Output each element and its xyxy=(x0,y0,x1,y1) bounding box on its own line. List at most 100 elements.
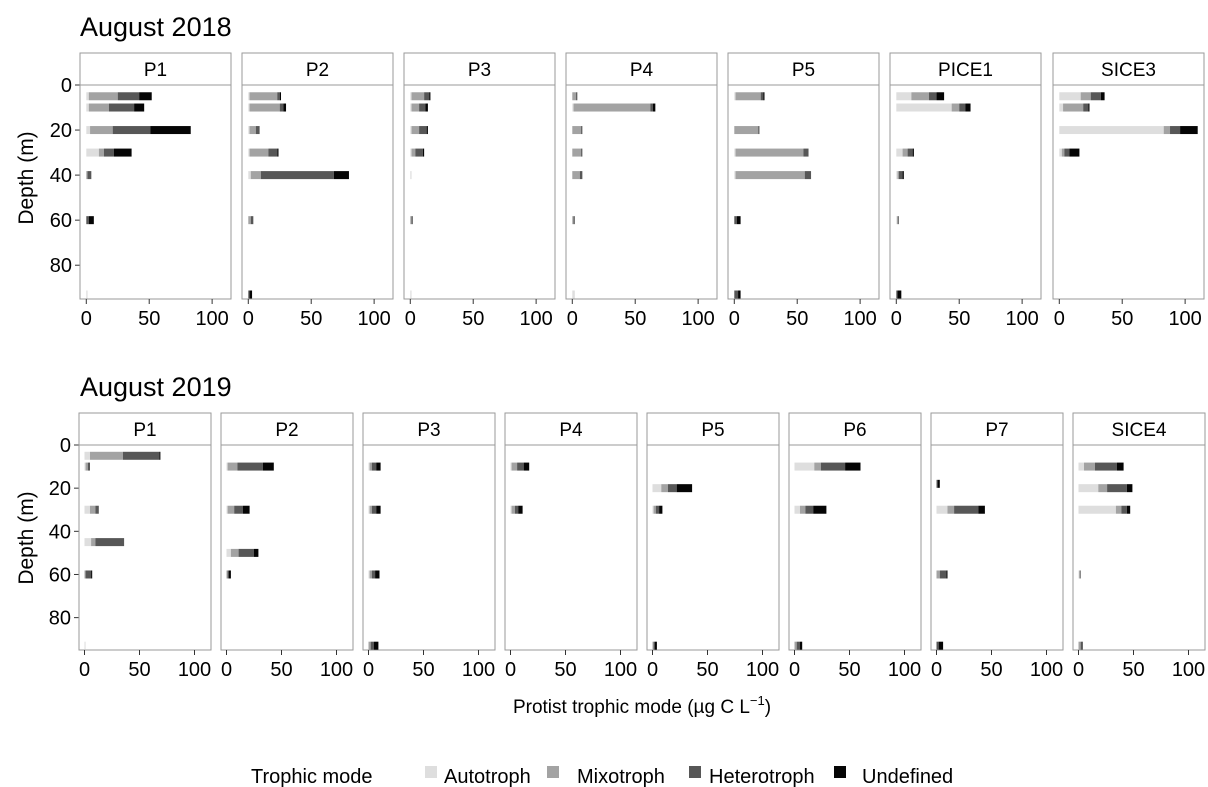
plot-frame xyxy=(788,444,922,651)
facet-strip-label: P6 xyxy=(843,420,866,441)
x-tick-label: 100 xyxy=(1005,308,1038,330)
plot-frame xyxy=(79,84,232,300)
bar-segment-mixotroph xyxy=(800,505,806,514)
bar-segment-autotroph xyxy=(84,451,90,460)
bar-segment-autotroph xyxy=(84,462,86,471)
bar-segment-autotroph xyxy=(734,171,736,180)
x-tick-label: 50 xyxy=(1111,308,1133,330)
facet-strip-label: P5 xyxy=(701,420,724,441)
bar-segment-autotroph xyxy=(1078,505,1116,514)
bar-segment-heterotroph xyxy=(419,126,427,135)
x-tick-label: 100 xyxy=(519,308,552,330)
bar-segment-autotroph xyxy=(1059,92,1081,101)
bar-segment-autotroph xyxy=(1078,570,1080,579)
bar-segment-autotroph xyxy=(248,171,251,180)
bar-segment-heterotroph xyxy=(907,148,913,157)
bar-segment-mixotroph xyxy=(226,570,228,579)
x-tick-label: 0 xyxy=(81,308,92,330)
bar-segment-undefined xyxy=(897,290,902,299)
bar-segment-undefined xyxy=(422,148,425,157)
facet-strip-label: P7 xyxy=(985,420,1008,441)
bar-segment-mixotroph xyxy=(411,92,425,101)
bar-segment-undefined xyxy=(813,505,827,514)
bar-segment-mixotroph xyxy=(794,641,797,650)
bar-segment-autotroph xyxy=(794,462,815,471)
facet-strip-label: P2 xyxy=(275,420,298,441)
x-axis-label-close: ) xyxy=(765,697,771,718)
bar-segment-heterotroph xyxy=(371,462,377,471)
bar-segment-mixotroph xyxy=(88,103,109,112)
bar-segment-undefined xyxy=(139,92,152,101)
bar-segment-heterotroph xyxy=(250,216,254,225)
bar-segment-mixotroph xyxy=(249,126,256,135)
bar-segment-undefined xyxy=(738,290,741,299)
x-tick-label: 100 xyxy=(681,308,714,330)
bar-segment-undefined xyxy=(425,103,428,112)
bar-segment-heterotroph xyxy=(579,171,583,180)
y-tick-label: 60 xyxy=(49,564,71,586)
bar-segment-autotroph xyxy=(410,148,412,157)
facet-panel-p4: P4 0 50 100 xyxy=(504,412,638,681)
x-tick-label: 100 xyxy=(178,659,211,681)
facet-panel-p5: P5 0 50 100 xyxy=(646,412,780,681)
bar-segment-undefined xyxy=(936,92,945,101)
bar-segment-undefined xyxy=(937,479,940,488)
bar-segment-autotroph xyxy=(794,505,800,514)
bar-segment-autotroph xyxy=(572,290,575,299)
bar-segment-heterotroph xyxy=(95,538,125,547)
bar-segment-mixotroph xyxy=(410,216,412,225)
bar-segment-heterotroph xyxy=(234,505,243,514)
bar-segment-autotroph xyxy=(368,505,370,514)
bar-segment-undefined xyxy=(426,126,428,135)
bar-segment-autotroph xyxy=(410,92,412,101)
facet-panel-sice4: SICE4 0 50 100 xyxy=(1072,412,1206,681)
bar-segment-mixotroph xyxy=(1084,462,1095,471)
y-tick-label: 80 xyxy=(49,608,71,630)
bar-segment-heterotroph xyxy=(760,92,764,101)
legend-title: Trophic mode xyxy=(251,766,373,787)
bar-segment-mixotroph xyxy=(411,126,420,135)
bar-segment-mixotroph xyxy=(902,148,908,157)
bar-segment-heterotroph xyxy=(103,148,114,157)
legend-swatch-undefined xyxy=(834,766,846,778)
x-tick-label: 50 xyxy=(838,659,860,681)
bar-segment-undefined xyxy=(1126,505,1131,514)
x-axis-label-text: Protist trophic mode xyxy=(513,697,682,718)
facet-strip-label: P4 xyxy=(559,420,583,441)
x-tick-label: 50 xyxy=(270,659,292,681)
bar-segment-heterotroph xyxy=(758,126,760,135)
x-tick-label: 100 xyxy=(357,308,390,330)
bar-segment-heterotroph xyxy=(514,505,519,514)
facet-strip xyxy=(220,412,354,446)
row-august-2018: 0 20 40 60 80 P1 0 50 100 P2 0 50 100 P3 0 50 100 P4 0 50 10… xyxy=(50,52,1205,330)
bar-segment-heterotroph xyxy=(277,92,280,101)
bar-segment-heterotroph xyxy=(805,505,814,514)
bar-segment-heterotroph xyxy=(573,216,575,225)
x-tick-label: 100 xyxy=(843,308,876,330)
bar-segment-mixotroph xyxy=(250,171,261,180)
x-tick-label: 50 xyxy=(554,659,576,681)
bar-segment-heterotroph xyxy=(954,505,979,514)
plot-frame xyxy=(889,84,1042,300)
bar-segment-autotroph xyxy=(84,505,90,514)
bar-segment-autotroph xyxy=(896,171,898,180)
bar-segment-heterotroph xyxy=(415,148,423,157)
bar-segment-heterotroph xyxy=(411,216,413,225)
bar-segment-heterotroph xyxy=(667,484,677,493)
bar-segment-mixotroph xyxy=(572,92,577,101)
x-axis-label-exponent: −1 xyxy=(750,693,765,708)
bar-segment-undefined xyxy=(965,103,971,112)
bar-segment-heterotroph xyxy=(260,171,334,180)
x-tick-label: 100 xyxy=(746,659,779,681)
bar-segment-heterotroph xyxy=(1064,148,1070,157)
bar-segment-heterotroph xyxy=(653,641,655,650)
bar-segment-heterotroph xyxy=(255,126,260,135)
bar-segment-mixotroph xyxy=(661,484,668,493)
bar-segment-heterotroph xyxy=(117,92,140,101)
bar-segment-undefined xyxy=(159,451,161,460)
bar-segment-undefined xyxy=(1088,103,1090,112)
bar-segment-heterotroph xyxy=(87,462,90,471)
facet-panel-p3: P3 0 50 100 xyxy=(362,412,496,681)
bar-segment-heterotroph xyxy=(959,103,966,112)
